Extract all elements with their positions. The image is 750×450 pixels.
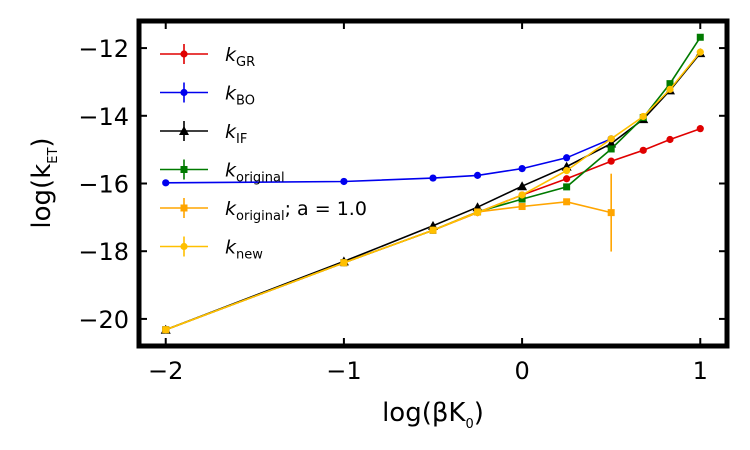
- series-line: [165, 52, 701, 331]
- data-point: [563, 175, 571, 183]
- data-point: [517, 181, 528, 191]
- data-point: [179, 126, 189, 135]
- x-tick-label: −2: [148, 357, 183, 385]
- series-line: [165, 200, 612, 331]
- data-point: [180, 50, 188, 58]
- data-point: [606, 138, 617, 148]
- legend-label: knew: [225, 237, 263, 263]
- data-point: [340, 177, 348, 186]
- data-point: [607, 209, 615, 217]
- data-point: [607, 145, 615, 153]
- y-tick-label: −12: [78, 35, 129, 63]
- data-point: [429, 174, 437, 182]
- data-point: [429, 226, 437, 234]
- x-axis-label: log(βK0): [382, 398, 484, 432]
- legend-item: kBO: [160, 82, 255, 109]
- data-point: [563, 154, 571, 162]
- series-line: [165, 51, 701, 331]
- data-point: [696, 48, 704, 56]
- series-k-if: [160, 48, 706, 334]
- y-tick-label: −14: [78, 103, 129, 131]
- x-tick-label: 1: [693, 357, 708, 385]
- data-point: [607, 157, 615, 165]
- legend-label: kIF: [225, 121, 247, 147]
- legend-label: kGR: [225, 44, 255, 70]
- plot-area: [160, 33, 706, 334]
- data-point: [639, 112, 647, 121]
- data-point: [162, 326, 170, 334]
- y-tick-label: −20: [78, 306, 129, 334]
- data-point: [563, 183, 571, 191]
- data-point: [696, 33, 704, 41]
- x-tick-label: −1: [326, 357, 361, 385]
- y-axis-label: log(kET): [27, 137, 61, 228]
- series-k-new: [162, 48, 704, 334]
- legend-item: koriginal; a = 1.0: [160, 198, 367, 224]
- data-point: [518, 203, 526, 211]
- data-point: [180, 204, 188, 212]
- legend-item: kIF: [160, 121, 247, 147]
- data-point: [473, 171, 482, 179]
- data-point: [666, 85, 674, 93]
- data-point: [180, 242, 188, 251]
- legend-item: knew: [160, 236, 263, 263]
- data-point: [340, 259, 348, 267]
- legend-label: kBO: [225, 83, 255, 109]
- data-point: [607, 135, 615, 143]
- data-point: [180, 166, 188, 173]
- data-point: [518, 195, 526, 203]
- y-tick-label: −18: [78, 238, 129, 266]
- y-tick-label: −16: [78, 171, 129, 199]
- axes-frame: [136, 18, 730, 349]
- data-point: [518, 165, 526, 173]
- data-point: [518, 191, 526, 199]
- data-point: [473, 209, 482, 217]
- legend: kGR kBO kIF koriginal koriginal; a = 1.0 knew: [160, 44, 367, 263]
- legend-item: koriginal: [160, 159, 285, 186]
- data-point: [563, 198, 571, 206]
- legend-label: koriginal: [225, 160, 285, 186]
- data-point: [180, 88, 188, 97]
- data-point: [666, 80, 674, 88]
- x-tick-label: 0: [514, 357, 529, 385]
- data-point: [162, 179, 170, 187]
- legend-item: kGR: [160, 44, 255, 70]
- data-point: [696, 125, 704, 133]
- data-point: [639, 146, 647, 154]
- axis-ticks: −2 −1 0 1 −20 −18 −16 −14 −12: [78, 21, 727, 385]
- legend-label: koriginal; a = 1.0: [225, 198, 367, 224]
- data-point: [666, 135, 674, 144]
- data-point: [563, 167, 571, 175]
